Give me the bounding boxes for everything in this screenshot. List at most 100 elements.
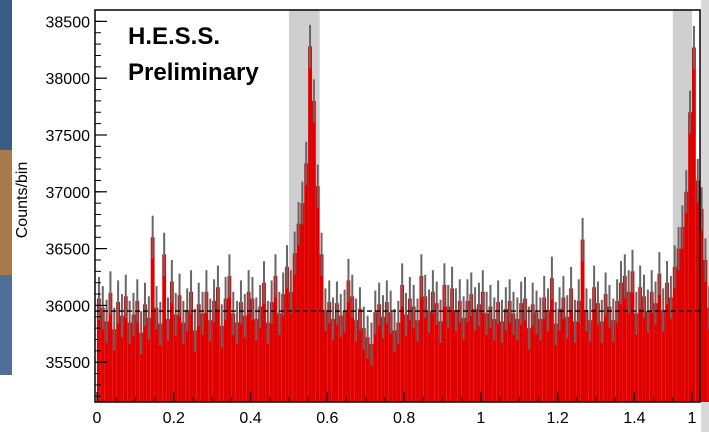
histogram-bin: [423, 296, 428, 402]
histogram-bin: [565, 316, 570, 402]
histogram-bin: [212, 300, 216, 402]
histogram-bin: [634, 313, 639, 402]
histogram-bin: [373, 312, 378, 402]
histogram-bin: [100, 307, 105, 402]
histogram-bin: [377, 304, 382, 402]
histogram-bin: [162, 254, 167, 402]
histogram-bin: [135, 300, 140, 402]
histogram-bin: [653, 303, 658, 402]
histogram-bin: [346, 280, 351, 402]
histogram-bin: [265, 322, 270, 402]
histogram-bin: [626, 291, 631, 402]
x-tick-label: 1: [688, 410, 697, 427]
histogram-bin: [323, 309, 328, 402]
histogram-bin: [546, 309, 550, 402]
histogram-bin: [419, 275, 424, 402]
histogram-bin: [192, 330, 197, 402]
histogram-bin: [285, 266, 289, 402]
histogram-bin: [365, 337, 370, 402]
histogram-bin: [438, 321, 443, 402]
histogram-bin: [680, 227, 685, 402]
histogram-bin: [235, 322, 240, 402]
histogram-bin: [477, 304, 481, 402]
histogram-bin: [273, 275, 278, 402]
histogram-bin: [116, 302, 121, 402]
histogram-bin: [515, 319, 520, 402]
background-photo-strip: [0, 0, 12, 150]
histogram-bin: [131, 314, 136, 402]
histogram-bin: [254, 319, 259, 402]
histogram-bin: [97, 298, 101, 402]
histogram-bin: [672, 266, 677, 402]
histogram-bin: [450, 288, 454, 402]
histogram-bin: [246, 291, 251, 402]
histogram-bin: [692, 47, 696, 402]
histogram-bin: [388, 312, 393, 402]
y-tick-label: 37500: [46, 128, 91, 145]
histogram-bin: [461, 317, 466, 402]
histogram-bin: [120, 315, 124, 402]
histogram-bin: [319, 254, 324, 402]
histogram-bin: [304, 163, 309, 402]
histogram-bin: [442, 284, 447, 402]
background-photo-strip: [0, 150, 12, 275]
histogram-bin: [208, 320, 213, 402]
histogram-bin: [169, 281, 174, 402]
y-tick-label: 36500: [46, 242, 91, 259]
histogram-bin: [561, 297, 566, 402]
histogram-bin: [300, 203, 305, 402]
histogram-bin: [185, 309, 190, 402]
histogram-bin: [488, 306, 493, 402]
histogram-bin: [181, 322, 186, 402]
histogram-bin: [342, 311, 347, 402]
histogram-bin: [596, 303, 600, 402]
histogram-bin: [665, 282, 669, 402]
histogram-bin: [569, 288, 573, 402]
histogram-bin: [216, 287, 220, 402]
histogram-bin: [603, 294, 608, 402]
histogram-bin: [454, 309, 458, 402]
histogram-bin: [430, 291, 435, 402]
histogram-bin: [112, 329, 117, 402]
histogram-bin: [496, 302, 501, 402]
x-tick-label: 0.4: [239, 410, 261, 427]
histogram-bin: [457, 300, 462, 402]
x-tick-label: 0.2: [163, 410, 185, 427]
histogram-bin: [584, 309, 589, 402]
histogram-bin: [166, 319, 170, 402]
histogram-bin: [150, 237, 155, 402]
histogram-bin: [538, 319, 543, 402]
histogram-bin: [311, 100, 316, 402]
histogram-bin: [446, 306, 451, 402]
histogram-bin: [158, 323, 163, 402]
histogram-bin: [427, 311, 431, 402]
histogram-bin: [262, 282, 266, 402]
histogram-bin: [645, 311, 650, 402]
histogram-bin: [588, 320, 593, 402]
histogram-bin: [434, 303, 439, 402]
histogram-bin: [404, 314, 408, 402]
y-axis-label: Counts/bin: [14, 162, 31, 239]
histogram-bin: [484, 313, 489, 402]
histogram-bin: [358, 308, 362, 402]
histogram-bin: [231, 313, 236, 402]
histogram-bin: [542, 297, 547, 402]
histogram-bin: [354, 320, 359, 402]
histogram-bin: [315, 186, 320, 402]
histogram-bin: [619, 282, 623, 402]
histogram-bin: [407, 298, 412, 402]
histogram-bin: [331, 319, 335, 402]
histogram-bin: [154, 307, 159, 402]
y-tick-label: 38000: [46, 71, 91, 88]
y-tick-label: 37000: [46, 185, 91, 202]
histogram-bin: [553, 323, 558, 402]
plot-frame: [94, 9, 701, 403]
histogram-bin: [492, 319, 497, 402]
histogram-bin: [277, 313, 282, 402]
histogram-bin: [592, 287, 597, 402]
histogram-bin: [296, 223, 301, 402]
histogram-bin: [219, 325, 224, 402]
histogram-bin: [223, 298, 228, 402]
histogram-bin: [381, 316, 385, 402]
